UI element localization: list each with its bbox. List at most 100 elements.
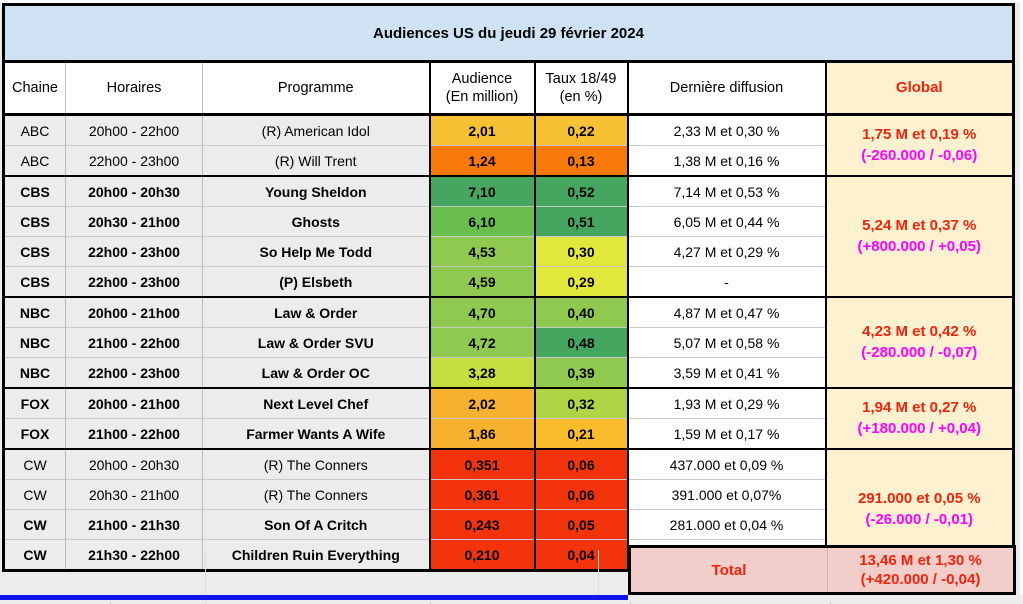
cell-global-cw[interactable]: 291.000 et 0,05 % (-26.000 / -0,01) <box>825 448 1014 571</box>
cell-programme[interactable]: (R) The Conners <box>202 479 431 510</box>
cell-audience[interactable]: 2,02 <box>429 387 536 419</box>
cell-programme[interactable]: Young Sheldon <box>202 175 431 207</box>
cell-derniere-diffusion[interactable]: 1,93 M et 0,29 % <box>627 387 827 419</box>
cell-taux[interactable]: 0,05 <box>534 509 629 540</box>
header-taux[interactable]: Taux 18/49 (en %) <box>534 61 629 116</box>
cell-taux[interactable]: 0,39 <box>534 357 629 388</box>
cell-programme[interactable]: Law & Order OC <box>202 357 431 388</box>
header-global[interactable]: Global <box>825 61 1014 116</box>
cell-derniere-diffusion[interactable]: 4,87 M et 0,47 % <box>627 296 827 328</box>
header-chaine[interactable]: Chaine <box>3 61 66 116</box>
cell-taux[interactable]: 0,48 <box>534 327 629 358</box>
cell-taux[interactable]: 0,29 <box>534 266 629 297</box>
cell-horaires[interactable]: 20h00 - 22h00 <box>65 114 203 146</box>
cell-horaires[interactable]: 22h00 - 23h00 <box>65 236 203 267</box>
header-horaires[interactable]: Horaires <box>65 61 203 116</box>
cell-taux[interactable]: 0,13 <box>534 145 629 176</box>
cell-programme[interactable]: Next Level Chef <box>202 387 431 419</box>
cell-horaires[interactable]: 21h00 - 21h30 <box>65 509 203 540</box>
cell-derniere-diffusion[interactable]: 3,59 M et 0,41 % <box>627 357 827 388</box>
cell-taux[interactable]: 0,06 <box>534 479 629 510</box>
cell-taux[interactable]: 0,04 <box>534 539 629 571</box>
cell-taux[interactable]: 0,21 <box>534 418 629 449</box>
cell-horaires[interactable]: 20h00 - 20h30 <box>65 175 203 207</box>
cell-programme[interactable]: So Help Me Todd <box>202 236 431 267</box>
cell-derniere-diffusion[interactable]: 4,27 M et 0,29 % <box>627 236 827 267</box>
cell-derniere-diffusion[interactable]: 5,07 M et 0,58 % <box>627 327 827 358</box>
cell-horaires[interactable]: 22h00 - 23h00 <box>65 145 203 176</box>
cell-taux[interactable]: 0,51 <box>534 206 629 237</box>
cell-derniere-diffusion[interactable]: 1,38 M et 0,16 % <box>627 145 827 176</box>
cell-chaine[interactable]: CW <box>3 479 66 510</box>
cell-chaine[interactable]: NBC <box>3 357 66 388</box>
cell-global-nbc[interactable]: 4,23 M et 0,42 % (-280.000 / -0,07) <box>825 296 1014 388</box>
cell-audience[interactable]: 1,24 <box>429 145 536 176</box>
cell-audience[interactable]: 0,351 <box>429 448 536 480</box>
cell-horaires[interactable]: 20h00 - 20h30 <box>65 448 203 480</box>
cell-programme[interactable]: Law & Order SVU <box>202 327 431 358</box>
cell-global-cbs[interactable]: 5,24 M et 0,37 % (+800.000 / +0,05) <box>825 175 1014 297</box>
cell-chaine[interactable]: CBS <box>3 175 66 207</box>
cell-audience[interactable]: 6,10 <box>429 206 536 237</box>
cell-horaires[interactable]: 21h30 - 22h00 <box>65 539 203 571</box>
cell-chaine[interactable]: FOX <box>3 418 66 449</box>
cell-chaine[interactable]: FOX <box>3 387 66 419</box>
cell-audience[interactable]: 0,210 <box>429 539 536 571</box>
cell-derniere-diffusion[interactable]: 391.000 et 0,07% <box>627 479 827 510</box>
cell-chaine[interactable]: CW <box>3 448 66 480</box>
cell-programme[interactable]: Ghosts <box>202 206 431 237</box>
cell-chaine[interactable]: NBC <box>3 327 66 358</box>
cell-taux[interactable]: 0,32 <box>534 387 629 419</box>
cell-programme[interactable]: Children Ruin Everything <box>202 539 431 571</box>
total-label[interactable]: Total <box>631 548 828 592</box>
cell-programme[interactable]: Farmer Wants A Wife <box>202 418 431 449</box>
cell-horaires[interactable]: 22h00 - 23h00 <box>65 266 203 297</box>
cell-derniere-diffusion[interactable]: 437.000 et 0,09 % <box>627 448 827 480</box>
cell-audience[interactable]: 2,01 <box>429 114 536 146</box>
cell-chaine[interactable]: CBS <box>3 266 66 297</box>
cell-horaires[interactable]: 20h00 - 21h00 <box>65 296 203 328</box>
cell-audience[interactable]: 4,53 <box>429 236 536 267</box>
cell-programme[interactable]: (R) Will Trent <box>202 145 431 176</box>
cell-global-fox[interactable]: 1,94 M et 0,27 % (+180.000 / +0,04) <box>825 387 1014 449</box>
cell-chaine[interactable]: ABC <box>3 145 66 176</box>
cell-derniere-diffusion[interactable]: 6,05 M et 0,44 % <box>627 206 827 237</box>
cell-audience[interactable]: 1,86 <box>429 418 536 449</box>
header-audience[interactable]: Audience (En million) <box>429 61 536 116</box>
cell-programme[interactable]: (P) Elsbeth <box>202 266 431 297</box>
cell-chaine[interactable]: CBS <box>3 236 66 267</box>
cell-audience[interactable]: 4,70 <box>429 296 536 328</box>
header-derniere-diffusion[interactable]: Dernière diffusion <box>627 61 827 116</box>
cell-chaine[interactable]: NBC <box>3 296 66 328</box>
cell-programme[interactable]: (R) American Idol <box>202 114 431 146</box>
cell-taux[interactable]: 0,30 <box>534 236 629 267</box>
cell-programme[interactable]: Law & Order <box>202 296 431 328</box>
cell-chaine[interactable]: CW <box>3 509 66 540</box>
cell-taux[interactable]: 0,40 <box>534 296 629 328</box>
cell-horaires[interactable]: 20h30 - 21h00 <box>65 479 203 510</box>
cell-horaires[interactable]: 21h00 - 22h00 <box>65 327 203 358</box>
cell-chaine[interactable]: CW <box>3 539 66 571</box>
cell-derniere-diffusion[interactable]: - <box>627 266 827 297</box>
total-value[interactable]: 13,46 M et 1,30 % (+420.000 / -0,04) <box>828 548 1013 592</box>
cell-programme[interactable]: Son Of A Critch <box>202 509 431 540</box>
cell-derniere-diffusion[interactable]: 2,33 M et 0,30 % <box>627 114 827 146</box>
cell-derniere-diffusion[interactable]: 1,59 M et 0,17 % <box>627 418 827 449</box>
cell-audience[interactable]: 3,28 <box>429 357 536 388</box>
cell-horaires[interactable]: 20h30 - 21h00 <box>65 206 203 237</box>
cell-horaires[interactable]: 22h00 - 23h00 <box>65 357 203 388</box>
cell-horaires[interactable]: 21h00 - 22h00 <box>65 418 203 449</box>
cell-chaine[interactable]: ABC <box>3 114 66 146</box>
cell-audience[interactable]: 0,243 <box>429 509 536 540</box>
cell-audience[interactable]: 7,10 <box>429 175 536 207</box>
cell-derniere-diffusion[interactable]: 281.000 et 0,04 % <box>627 509 827 540</box>
cell-global-abc[interactable]: 1,75 M et 0,19 % (-260.000 / -0,06) <box>825 114 1014 176</box>
cell-derniere-diffusion[interactable]: 7,14 M et 0,53 % <box>627 175 827 207</box>
header-programme[interactable]: Programme <box>202 61 431 116</box>
cell-programme[interactable]: (R) The Conners <box>202 448 431 480</box>
cell-audience[interactable]: 4,72 <box>429 327 536 358</box>
cell-audience[interactable]: 0,361 <box>429 479 536 510</box>
cell-horaires[interactable]: 20h00 - 21h00 <box>65 387 203 419</box>
cell-taux[interactable]: 0,06 <box>534 448 629 480</box>
cell-taux[interactable]: 0,22 <box>534 114 629 146</box>
